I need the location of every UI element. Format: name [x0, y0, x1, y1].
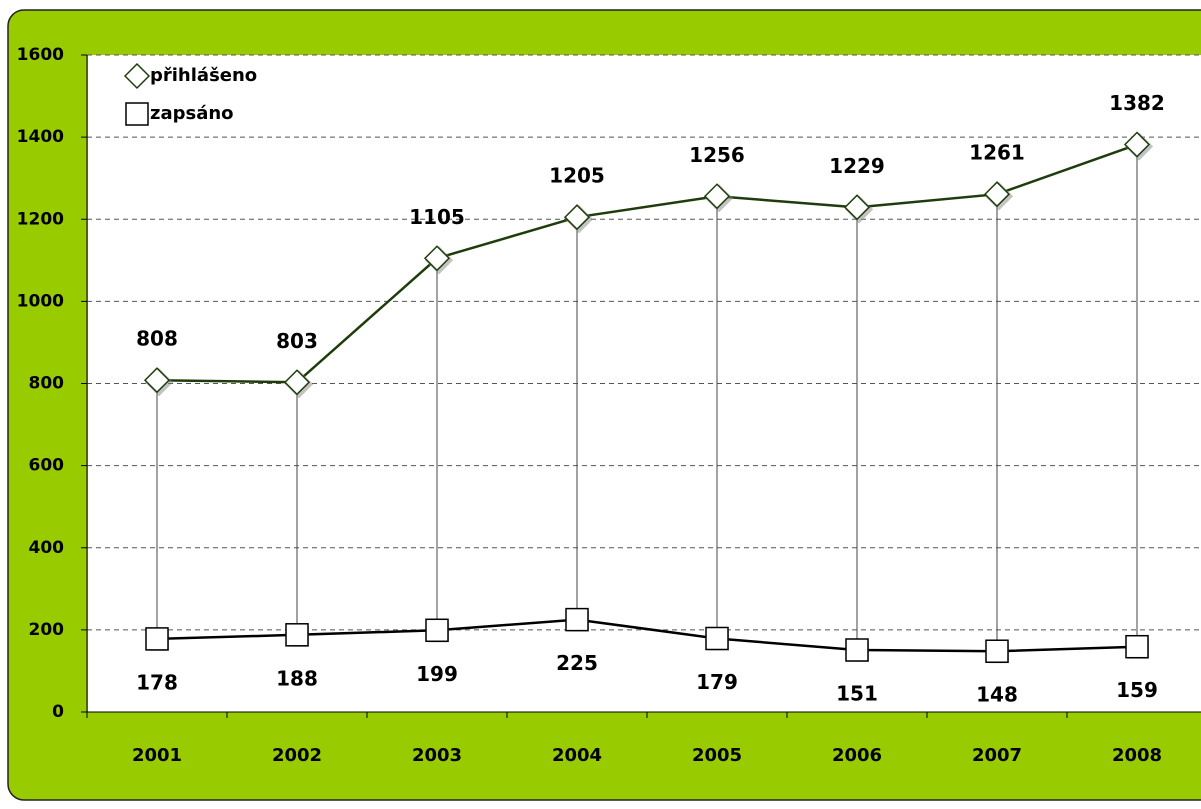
y-tick-label: 800: [29, 374, 65, 394]
marker: [843, 194, 871, 221]
x-tick-label: 2006: [832, 745, 882, 766]
marker: [845, 638, 869, 662]
marker: [565, 607, 589, 632]
y-tick-label: 600: [29, 456, 65, 476]
marker: [145, 627, 169, 651]
data-label: 151: [836, 681, 878, 705]
marker: [703, 183, 731, 210]
data-label: 803: [276, 329, 318, 353]
series-line: [156, 618, 1138, 653]
x-tick-label: 2003: [412, 745, 462, 766]
marker: [425, 618, 449, 643]
y-tick-label: 1200: [17, 209, 64, 229]
data-label: 1261: [969, 141, 1025, 165]
y-tick-label: 1000: [17, 291, 64, 311]
marker: [983, 181, 1011, 208]
data-label: 1105: [409, 205, 465, 229]
data-label: 188: [276, 666, 318, 690]
data-label: 1229: [829, 154, 885, 178]
y-tick-label: 0: [52, 702, 64, 722]
marker: [1125, 634, 1149, 659]
marker: [283, 369, 311, 396]
x-tick-label: 2007: [972, 745, 1022, 766]
x-tick-label: 2001: [132, 745, 182, 766]
y-tick-label: 200: [29, 620, 65, 640]
legend-marker: [123, 62, 151, 90]
y-tick-label: 1600: [17, 45, 64, 65]
data-label: 178: [136, 670, 178, 694]
x-tick-label: 2008: [1112, 745, 1162, 766]
marker: [1123, 131, 1151, 158]
series-line: [156, 143, 1138, 384]
data-label: 159: [1116, 678, 1158, 702]
data-label: 148: [976, 683, 1018, 707]
data-label: 199: [416, 662, 458, 686]
data-label: 1205: [549, 164, 605, 188]
data-label: 808: [136, 327, 178, 351]
data-label: 1382: [1109, 91, 1165, 115]
legend-label: zapsáno: [150, 103, 234, 124]
data-label: 1256: [689, 143, 745, 167]
marker: [705, 626, 729, 651]
data-label: 225: [556, 651, 598, 675]
x-tick-label: 2002: [272, 745, 322, 766]
y-tick-label: 1400: [17, 127, 64, 147]
marker: [143, 367, 171, 394]
legend-label: přihlášeno: [150, 65, 257, 86]
marker: [563, 204, 591, 231]
data-label: 179: [696, 670, 738, 694]
x-tick-label: 2004: [552, 745, 602, 766]
y-tick-label: 400: [29, 538, 65, 558]
legend-marker: [125, 102, 149, 126]
marker: [985, 639, 1009, 663]
marker: [423, 245, 451, 272]
marker: [285, 623, 309, 647]
x-tick-label: 2005: [692, 745, 742, 766]
